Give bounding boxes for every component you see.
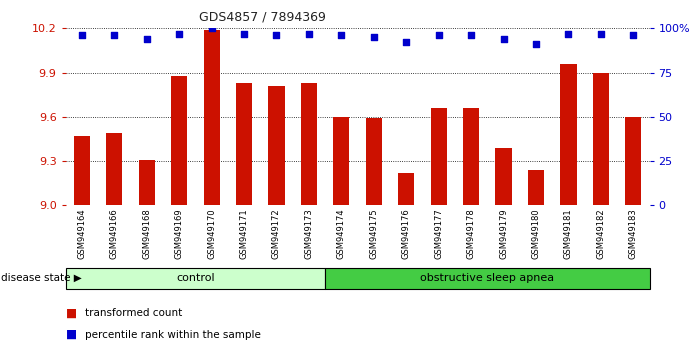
Point [433, 33, 444, 38]
Point [303, 31, 314, 36]
Text: ■: ■ [66, 307, 77, 320]
Bar [430, 108, 447, 205]
Bar [139, 160, 155, 205]
Point [206, 25, 217, 31]
Bar [301, 83, 317, 205]
Bar [366, 118, 382, 205]
Bar [495, 148, 511, 205]
Point [368, 34, 379, 40]
Point [563, 31, 574, 36]
Point [336, 33, 347, 38]
Bar [463, 108, 480, 205]
Bar [398, 173, 415, 205]
Point [173, 31, 184, 36]
Bar [204, 30, 220, 205]
Point [628, 33, 639, 38]
Point [596, 31, 607, 36]
Point [498, 36, 509, 42]
Point [466, 33, 477, 38]
Point [141, 36, 152, 42]
Bar [106, 133, 122, 205]
Text: control: control [176, 273, 215, 283]
Point [108, 33, 120, 38]
Text: GDS4857 / 7894369: GDS4857 / 7894369 [199, 11, 326, 24]
Point [531, 41, 542, 47]
Point [401, 40, 412, 45]
Point [76, 33, 87, 38]
Text: ■: ■ [66, 328, 77, 341]
Text: obstructive sleep apnea: obstructive sleep apnea [420, 273, 554, 283]
Point [271, 33, 282, 38]
Bar [593, 73, 609, 205]
Text: disease state ▶: disease state ▶ [1, 273, 82, 283]
Text: transformed count: transformed count [85, 308, 182, 318]
Bar [333, 117, 350, 205]
Bar [560, 64, 576, 205]
Bar [236, 83, 252, 205]
Bar [528, 170, 544, 205]
Bar [171, 75, 187, 205]
Point [238, 31, 249, 36]
Bar [625, 117, 641, 205]
Bar [268, 86, 285, 205]
Text: percentile rank within the sample: percentile rank within the sample [85, 330, 261, 339]
Bar [74, 136, 90, 205]
